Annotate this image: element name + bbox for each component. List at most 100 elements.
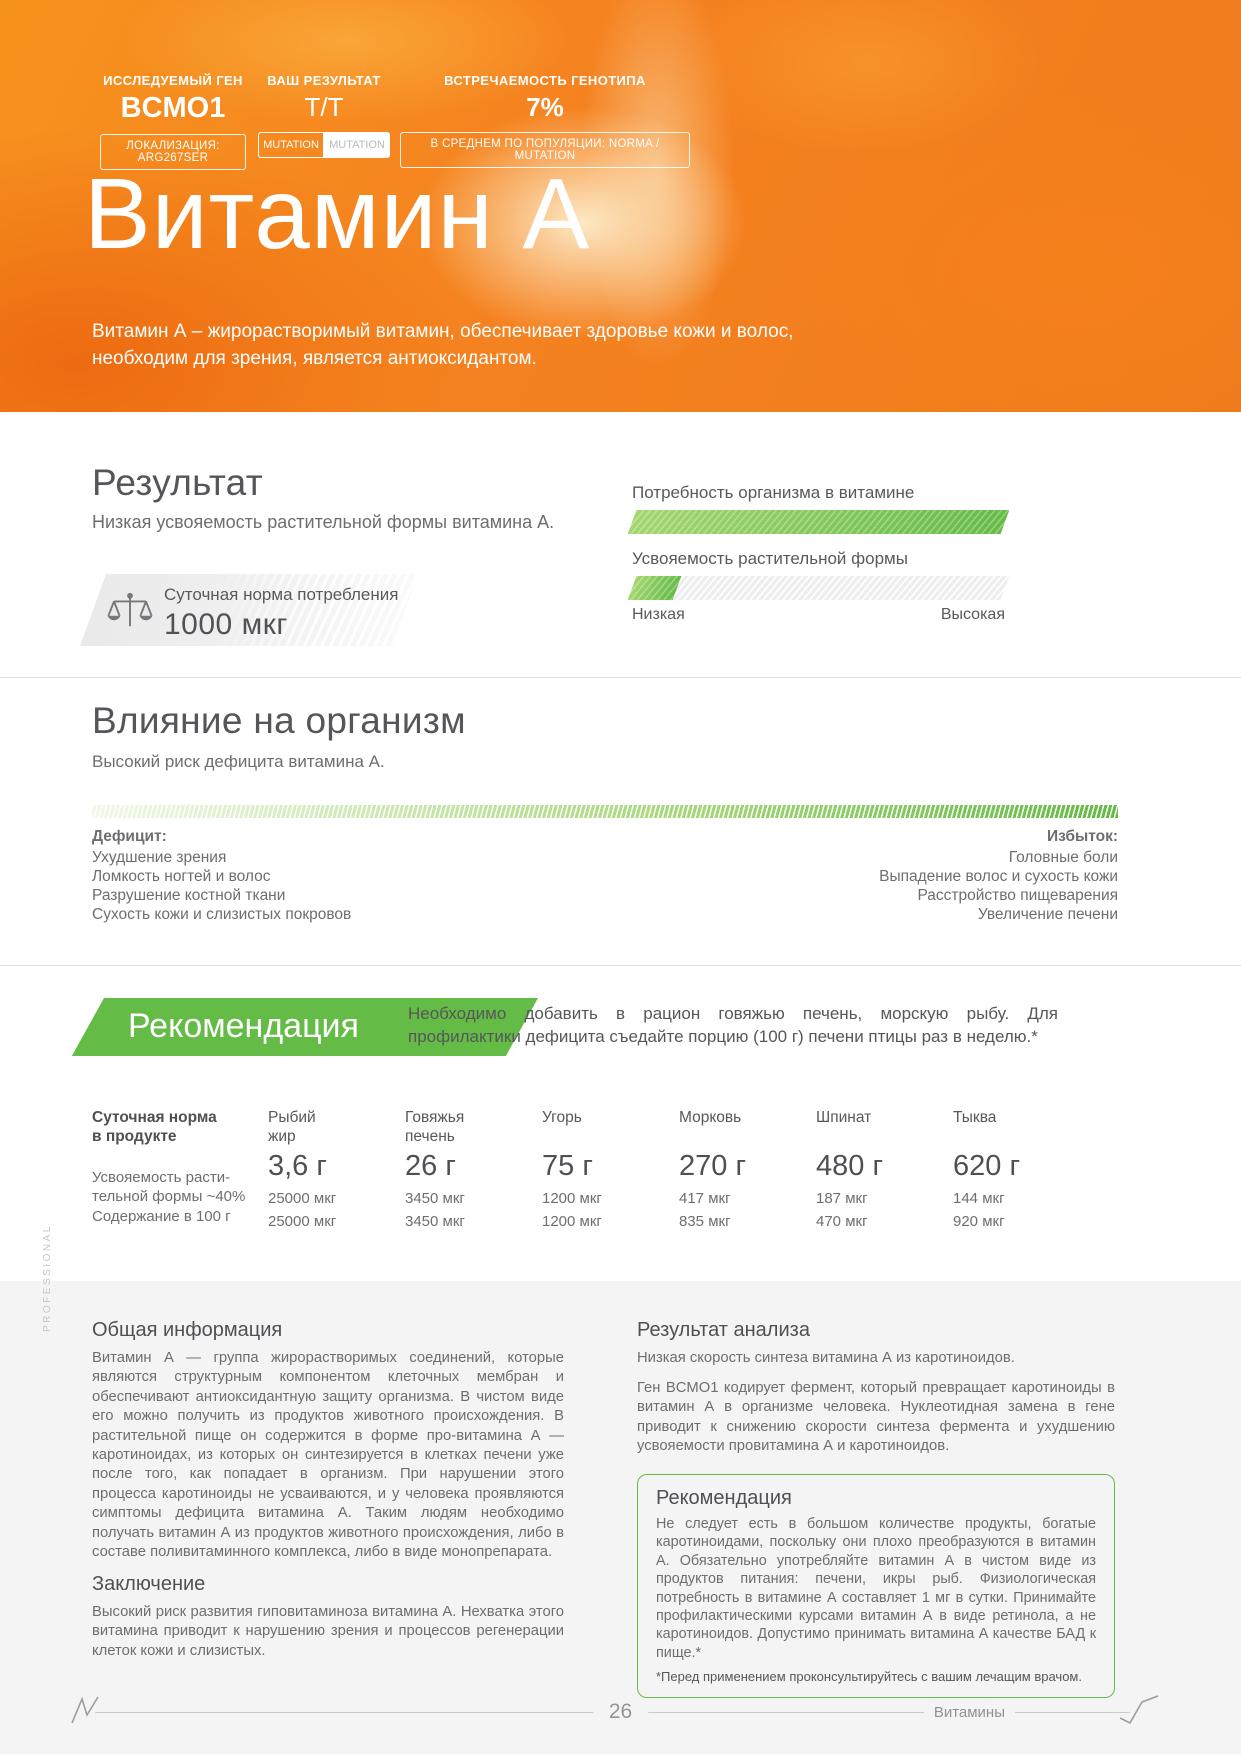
absorption-bar-fill xyxy=(627,576,682,600)
excess-title: Избыток: xyxy=(1046,828,1118,845)
gene-block: ИССЛЕДУЕМЫЙ ГЕН BCMO1 ЛОКАЛИЗАЦИЯ: ARG26… xyxy=(100,73,246,170)
recommendation-box-heading: Рекомендация xyxy=(656,1487,792,1509)
mutation-tab-inactive[interactable]: MUTATION xyxy=(324,132,390,158)
population-badge: В СРЕДНЕМ ПО ПОПУЛЯЦИИ: NORMA / MUTATION xyxy=(400,132,690,168)
scale-low-label: Низкая xyxy=(632,606,685,623)
footer-zigzag-icon xyxy=(71,1696,99,1724)
need-bar-label: Потребность организма в витамине xyxy=(632,483,915,502)
gene-label: ИССЛЕДУЕМЫЙ ГЕН xyxy=(103,73,243,88)
deficit-list: Дефицит: Ухудшение зрения Ломкость ногте… xyxy=(92,827,522,924)
mutation-toggle: MUTATION MUTATION xyxy=(258,132,390,158)
deficit-item: Ломкость ногтей и волос xyxy=(92,868,271,885)
result-heading: Результат xyxy=(92,462,263,503)
bottom-panel: Общая информация Витамин А — группа жиро… xyxy=(0,1281,1241,1754)
food-amount: 75 г xyxy=(542,1150,593,1182)
food-amount: 3,6 г xyxy=(268,1150,327,1182)
food-amount: 480 г xyxy=(816,1150,884,1182)
daily-norm-band xyxy=(80,574,418,646)
excess-item: Увеличение печени xyxy=(977,906,1118,923)
influence-summary: Высокий риск дефицита витамина А. xyxy=(92,752,385,771)
food-name: Морковь xyxy=(679,1109,742,1126)
bar-scale-labels: Низкая Высокая xyxy=(632,606,1005,624)
influence-heading: Влияние на организм xyxy=(92,700,466,741)
food-table-row-label-1: Усвояемость расти- тельной формы ~40% xyxy=(92,1169,246,1205)
analysis-heading: Результат анализа xyxy=(637,1319,810,1341)
food-column: Тыква 620 г 144 мкг 920 мкг xyxy=(953,1108,1085,1230)
recommendation-banner-label: Рекомендация xyxy=(128,1007,359,1045)
food-name: Говяжья печень xyxy=(405,1109,465,1145)
food-column: Угорь 75 г 1200 мкг 1200 мкг xyxy=(542,1108,674,1230)
food-absorbed-value: 1200 мкг xyxy=(542,1190,602,1207)
page-title: Витамин А xyxy=(84,158,591,270)
footer-page-number: 26 xyxy=(592,1700,649,1724)
food-amount: 270 г xyxy=(679,1150,747,1182)
professional-vertical-label: PROFESSIONAL xyxy=(42,1224,53,1332)
food-absorbed-value: 3450 мкг xyxy=(405,1190,465,1207)
food-column: Рыбий жир 3,6 г 25000 мкг 25000 мкг xyxy=(268,1108,400,1230)
daily-norm-value: 1000 мкг xyxy=(164,608,288,641)
conclusion-text: Высокий риск развития гиповитаминоза вит… xyxy=(92,1604,564,1659)
food-table-left: Суточная норма в продукте Усвояемость ра… xyxy=(92,1108,260,1225)
scales-icon xyxy=(107,592,153,627)
hero-image: ИССЛЕДУЕМЫЙ ГЕН BCMO1 ЛОКАЛИЗАЦИЯ: ARG26… xyxy=(0,0,1241,412)
frequency-value: 7% xyxy=(526,92,564,122)
scale-high-label: Высокая xyxy=(940,606,1005,623)
need-bar-fill xyxy=(627,510,1010,534)
food-name: Шпинат xyxy=(816,1109,872,1126)
food-content-value: 470 мкг xyxy=(816,1213,868,1230)
food-name: Угорь xyxy=(542,1109,582,1126)
result-block: ВАШ РЕЗУЛЬТАТ Т/Т MUTATION MUTATION xyxy=(258,73,390,158)
food-column: Шпинат 480 г 187 мкг 470 мкг xyxy=(816,1108,948,1230)
food-table: Суточная норма в продукте Усвояемость ра… xyxy=(92,1108,1102,1233)
genotype-value: Т/Т xyxy=(304,92,344,122)
frequency-label: ВСТРЕЧАЕМОСТЬ ГЕНОТИПА xyxy=(444,73,646,88)
gene-localization-badge: ЛОКАЛИЗАЦИЯ: ARG267SER xyxy=(100,134,246,170)
food-table-row-label-2: Содержание в 100 г xyxy=(92,1208,231,1225)
conclusion-heading: Заключение xyxy=(92,1573,206,1595)
absorption-bar xyxy=(627,576,1010,600)
food-absorbed-value: 417 мкг xyxy=(679,1190,731,1207)
deficit-item: Ухудшение зрения xyxy=(92,849,227,866)
recommendation-text: Необходимо добавить в рацион говяжью печ… xyxy=(408,1004,1058,1046)
food-absorbed-value: 187 мкг xyxy=(816,1190,868,1207)
food-content-value: 3450 мкг xyxy=(405,1213,465,1230)
daily-norm-texts: Суточная норма потребления 1000 мкг xyxy=(164,585,398,642)
food-name: Тыква xyxy=(953,1109,997,1126)
food-absorbed-value: 25000 мкг xyxy=(268,1190,337,1207)
recommendation-box: Рекомендация Не следует есть в большом к… xyxy=(637,1474,1115,1699)
food-content-value: 835 мкг xyxy=(679,1213,731,1230)
food-amount: 26 г xyxy=(405,1150,456,1182)
analysis-text: Ген BCMO1 кодирует фермент, который прев… xyxy=(637,1380,1115,1455)
food-absorbed-value: 144 мкг xyxy=(953,1190,1005,1207)
excess-list: Избыток: Головные боли Выпадение волос и… xyxy=(688,827,1118,924)
general-info-text: Витамин А — группа жирорастворимых соеди… xyxy=(92,1350,564,1561)
absorption-bar-label: Усвояемость растительной формы xyxy=(632,549,908,568)
food-name: Рыбий жир xyxy=(268,1109,316,1145)
page-subtitle: Витамин А – жирорастворимый витамин, обе… xyxy=(92,321,794,369)
section-divider xyxy=(0,965,1241,966)
food-amount: 620 г xyxy=(953,1150,1021,1182)
section-divider xyxy=(0,677,1241,678)
food-content-value: 1200 мкг xyxy=(542,1213,602,1230)
footer-section-label: Витамины xyxy=(923,1704,1015,1721)
food-content-value: 25000 мкг xyxy=(268,1213,337,1230)
need-bar xyxy=(627,510,1010,534)
analysis-lead: Низкая скорость синтеза витамина А из ка… xyxy=(637,1350,1015,1366)
daily-norm-label: Суточная норма потребления xyxy=(164,585,399,604)
genotype-frequency-block: ВСТРЕЧАЕМОСТЬ ГЕНОТИПА 7% В СРЕДНЕМ ПО П… xyxy=(400,73,690,168)
food-column: Морковь 270 г 417 мкг 835 мкг xyxy=(679,1108,811,1230)
excess-item: Головные боли xyxy=(1008,849,1118,866)
gene-value: BCMO1 xyxy=(120,92,226,124)
food-column: Говяжья печень 26 г 3450 мкг 3450 мкг xyxy=(405,1108,537,1230)
deficit-item: Сухость кожи и слизистых покровов xyxy=(92,906,352,923)
result-summary: Низкая усвояемость растительной формы ви… xyxy=(92,512,555,532)
food-table-title: Суточная норма в продукте xyxy=(92,1109,217,1145)
deficit-item: Разрушение костной ткани xyxy=(92,887,286,904)
mutation-tab-active[interactable]: MUTATION xyxy=(258,132,324,158)
excess-item: Выпадение волос и сухость кожи xyxy=(879,868,1118,885)
recommendation-box-footnote: *Перед применением проконсультируйтесь с… xyxy=(656,1669,1082,1685)
deficit-title: Дефицит: xyxy=(92,828,167,845)
excess-item: Расстройство пищеварения xyxy=(917,887,1118,904)
footer-check-icon xyxy=(1119,1695,1159,1725)
your-result-label: ВАШ РЕЗУЛЬТАТ xyxy=(267,73,381,88)
